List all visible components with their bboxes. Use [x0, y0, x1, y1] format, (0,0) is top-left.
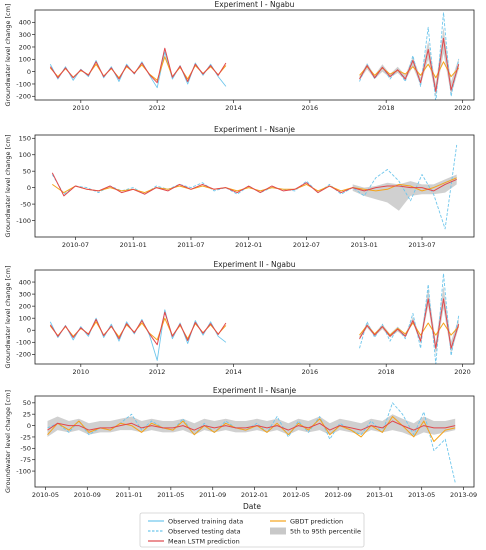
legend-label-gbdt: GBDT prediction	[290, 517, 343, 525]
y-tick-label: -50	[20, 200, 31, 208]
panel-3: Experiment II - Ngabu Groundwater level c…	[4, 260, 475, 376]
y-tick-label: 50	[23, 167, 31, 175]
y-tick-label: 100	[19, 56, 31, 64]
y-tick-label: -75	[20, 456, 31, 464]
panel-title: Experiment I - Nsanje	[214, 125, 295, 134]
legend: Observed training data Observed testing d…	[139, 512, 365, 548]
x-tick-label: 2012-01	[241, 491, 268, 499]
observed-testing-line	[359, 273, 460, 364]
lstm-line	[51, 172, 457, 197]
plot-area	[51, 144, 458, 230]
legend-swatch-band	[270, 527, 286, 535]
x-tick-label: 2013-05	[408, 491, 435, 499]
y-axis-label: Groundwater level change [cm]	[4, 135, 12, 238]
y-tick-label: 150	[19, 135, 31, 143]
y-tick-label: 400	[19, 278, 31, 286]
lstm-line	[47, 420, 456, 431]
x-tick-label: 2013-09	[450, 491, 477, 499]
y-tick-label: 0	[27, 422, 31, 430]
y-axis-label: Groundwater level change [cm]	[4, 4, 12, 107]
y-tick-label: 200	[19, 302, 31, 310]
x-tick-label: 2010-05	[32, 491, 59, 499]
y-tick-label: -25	[20, 433, 31, 441]
y-tick-label: -100	[16, 339, 31, 347]
x-tick-label: 2012-07	[293, 241, 320, 249]
x-tick-label: 2013-01	[351, 241, 378, 249]
x-tick-label: 2020	[454, 104, 471, 112]
percentile-band	[352, 174, 457, 211]
y-tick-label: 0	[27, 184, 31, 192]
panel-title: Experiment I - Ngabu	[215, 0, 295, 9]
y-tick-label: 300	[19, 31, 31, 39]
lstm-line	[49, 47, 227, 84]
x-tick-label: 2016	[302, 104, 319, 112]
x-tick-label: 2014	[225, 368, 242, 376]
y-tick-label: 100	[19, 315, 31, 323]
panel-frame	[34, 395, 475, 488]
x-tick-label: 2012-09	[325, 491, 352, 499]
legend-label-lstm: Mean LSTM prediction	[168, 537, 240, 545]
x-tick-label: 2012-01	[235, 241, 262, 249]
panel-frame	[34, 134, 475, 238]
x-tick-label: 2011-07	[177, 241, 204, 249]
panel-2: Experiment I - Nsanje Groundwater level c…	[4, 125, 475, 249]
x-tick-label: 2018	[378, 104, 395, 112]
y-tick-label: -200	[16, 351, 31, 359]
plot-area	[47, 402, 456, 483]
x-tick-label: 2013-07	[408, 241, 435, 249]
panel-title: Experiment II - Nsanje	[213, 386, 297, 395]
legend-label-obs_train: Observed training data	[168, 517, 243, 525]
observed-testing-line	[47, 402, 456, 483]
x-tick-label: 2018	[378, 368, 395, 376]
y-tick-label: 400	[19, 19, 31, 27]
x-tick-label: 2010-09	[74, 491, 101, 499]
x-axis-label: Date	[243, 502, 261, 511]
y-tick-label: 100	[19, 151, 31, 159]
lstm-line	[49, 311, 227, 346]
x-tick-label: 2012-05	[283, 491, 310, 499]
x-tick-label: 2011-01	[115, 491, 142, 499]
panel-1: Experiment I - Ngabu Groundwater level ch…	[4, 0, 475, 112]
y-tick-label: 0	[27, 327, 31, 335]
legend-label-band: 5th to 95th percentile	[290, 527, 361, 535]
x-tick-label: 2012	[149, 104, 166, 112]
x-tick-label: 2010-07	[62, 241, 89, 249]
panel-4: Experiment II - Nsanje Groundwater level …	[4, 386, 477, 499]
panel-title: Experiment II - Ngabu	[213, 260, 295, 269]
x-tick-label: 2013-01	[366, 491, 393, 499]
observed-training-line	[49, 309, 227, 361]
x-tick-label: 2016	[302, 368, 319, 376]
observed-testing-line	[359, 12, 460, 100]
y-tick-label: 25	[23, 411, 31, 419]
y-tick-label: 50	[23, 399, 31, 407]
x-tick-label: 2014	[225, 104, 242, 112]
x-tick-label: 2020	[454, 368, 471, 376]
y-tick-label: -100	[16, 80, 31, 88]
plot-area	[49, 273, 460, 364]
lstm-line	[359, 298, 460, 349]
panel-frame	[34, 9, 475, 101]
y-axis-label: Groundwater level change [cm]	[4, 266, 12, 369]
x-tick-label: 2010	[73, 368, 90, 376]
x-tick-label: 2011-05	[157, 491, 184, 499]
y-tick-label: -200	[16, 93, 31, 101]
y-tick-label: -100	[16, 217, 31, 225]
y-axis-label: Groundwater level change [cm]	[4, 390, 12, 493]
x-tick-label: 2011-09	[199, 491, 226, 499]
x-tick-label: 2011-01	[120, 241, 147, 249]
lstm-line	[359, 37, 460, 92]
x-tick-label: 2010	[73, 104, 90, 112]
y-tick-label: -100	[16, 467, 31, 475]
panel-frame	[34, 269, 475, 365]
y-tick-label: 0	[27, 68, 31, 76]
legend-box	[139, 512, 365, 548]
percentile-band	[359, 285, 459, 355]
y-tick-label: 200	[19, 43, 31, 51]
legend-label-obs_test: Observed testing data	[168, 527, 241, 535]
x-tick-label: 2012	[149, 368, 166, 376]
y-tick-label: -50	[20, 445, 31, 453]
y-tick-label: 300	[19, 290, 31, 298]
plot-area	[49, 12, 460, 100]
